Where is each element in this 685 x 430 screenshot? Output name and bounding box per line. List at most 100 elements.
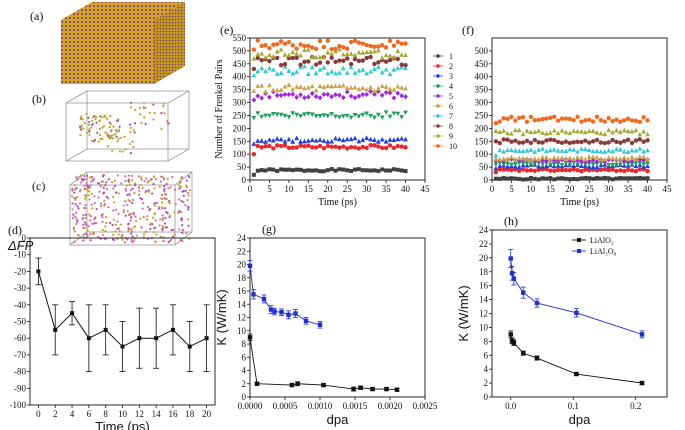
defect-atom bbox=[187, 174, 190, 177]
y-tick-label: -40 bbox=[14, 300, 26, 310]
data-point bbox=[255, 93, 261, 99]
defect-atom bbox=[90, 203, 93, 206]
data-point bbox=[629, 147, 635, 153]
defect-atom bbox=[97, 182, 101, 185]
data-point bbox=[571, 176, 576, 181]
defect-atom bbox=[160, 180, 163, 183]
data-point bbox=[345, 46, 350, 51]
data-point bbox=[325, 113, 331, 119]
defect-atom bbox=[111, 223, 114, 227]
data-point bbox=[387, 38, 393, 44]
defect-atom bbox=[84, 197, 87, 200]
data-point bbox=[547, 156, 553, 162]
data-point bbox=[372, 137, 377, 142]
panel-c: (c) bbox=[32, 171, 193, 246]
defect-atom bbox=[142, 106, 145, 109]
data-point bbox=[532, 149, 538, 154]
defect-atom bbox=[118, 130, 121, 133]
y-axis-label: ΔFP bbox=[7, 238, 34, 253]
data-point bbox=[279, 310, 284, 315]
data-point bbox=[293, 311, 298, 316]
data-point bbox=[251, 116, 257, 121]
data-point bbox=[559, 155, 565, 160]
defect-atom bbox=[98, 133, 102, 136]
defect-atom bbox=[105, 187, 108, 191]
defect-atom bbox=[84, 213, 87, 216]
data-point bbox=[571, 163, 577, 168]
data-point bbox=[358, 385, 363, 390]
data-point bbox=[259, 138, 265, 143]
defect-atom bbox=[80, 128, 83, 131]
data-point bbox=[598, 156, 604, 162]
data-point bbox=[317, 83, 323, 89]
data-point bbox=[309, 54, 315, 60]
data-point bbox=[329, 94, 335, 100]
defect-atom bbox=[85, 226, 88, 229]
defect-atom bbox=[118, 229, 121, 233]
data-point bbox=[559, 163, 565, 168]
data-point bbox=[379, 69, 385, 75]
y-tick-label: 16 bbox=[479, 281, 489, 291]
defect-atom bbox=[134, 215, 137, 218]
y-tick-label: -70 bbox=[14, 350, 26, 360]
data-point bbox=[606, 167, 611, 173]
defect-atom bbox=[181, 239, 184, 243]
data-point bbox=[629, 154, 635, 160]
defect-atom bbox=[127, 222, 130, 225]
data-point bbox=[403, 94, 408, 100]
series-1 bbox=[251, 167, 408, 177]
defect-atom bbox=[185, 179, 188, 182]
data-point bbox=[364, 49, 370, 55]
data-point bbox=[340, 65, 346, 71]
data-point bbox=[310, 45, 315, 50]
data-point bbox=[321, 138, 327, 143]
defect-atom bbox=[155, 233, 158, 236]
y-tick-label: 400 bbox=[475, 72, 489, 82]
data-point bbox=[512, 156, 518, 162]
data-point bbox=[333, 135, 338, 141]
defect-atom bbox=[87, 194, 90, 197]
data-point bbox=[251, 151, 257, 157]
defect-atom bbox=[131, 179, 134, 182]
data-point bbox=[356, 86, 362, 92]
defect-atom bbox=[125, 189, 128, 192]
defect-atom bbox=[111, 181, 114, 184]
data-point bbox=[505, 147, 510, 153]
legend-marker bbox=[436, 54, 440, 58]
data-point bbox=[270, 67, 276, 72]
data-point bbox=[586, 158, 592, 164]
data-point bbox=[610, 167, 615, 172]
series-6 bbox=[251, 82, 408, 94]
data-point bbox=[559, 167, 565, 173]
data-point bbox=[512, 148, 518, 153]
data-point bbox=[313, 62, 319, 67]
data-point bbox=[579, 176, 584, 181]
data-point bbox=[567, 163, 573, 168]
data-point bbox=[329, 55, 334, 61]
data-point bbox=[622, 139, 627, 144]
defect-atom bbox=[179, 239, 182, 242]
data-point bbox=[295, 381, 300, 386]
data-point bbox=[352, 38, 358, 43]
defect-atom bbox=[116, 174, 119, 177]
data-point bbox=[606, 176, 611, 181]
data-point bbox=[536, 117, 541, 123]
data-point bbox=[637, 146, 643, 151]
crystal-front bbox=[61, 20, 154, 84]
data-point bbox=[387, 90, 393, 96]
data-point bbox=[555, 155, 561, 161]
data-point bbox=[501, 156, 507, 161]
defect-atom bbox=[148, 208, 151, 211]
defect-atom bbox=[127, 227, 130, 230]
data-point bbox=[586, 128, 592, 133]
data-point bbox=[637, 119, 642, 125]
data-point bbox=[567, 116, 572, 122]
defect-atom bbox=[141, 187, 144, 190]
defect-atom bbox=[128, 183, 131, 186]
data-point bbox=[625, 116, 631, 121]
data-point bbox=[513, 118, 518, 123]
x-tick-label: 5 bbox=[509, 184, 514, 194]
legend-entry: LiAl₅O₈ bbox=[590, 247, 617, 256]
data-point bbox=[582, 156, 588, 162]
defect-atom bbox=[81, 178, 84, 182]
